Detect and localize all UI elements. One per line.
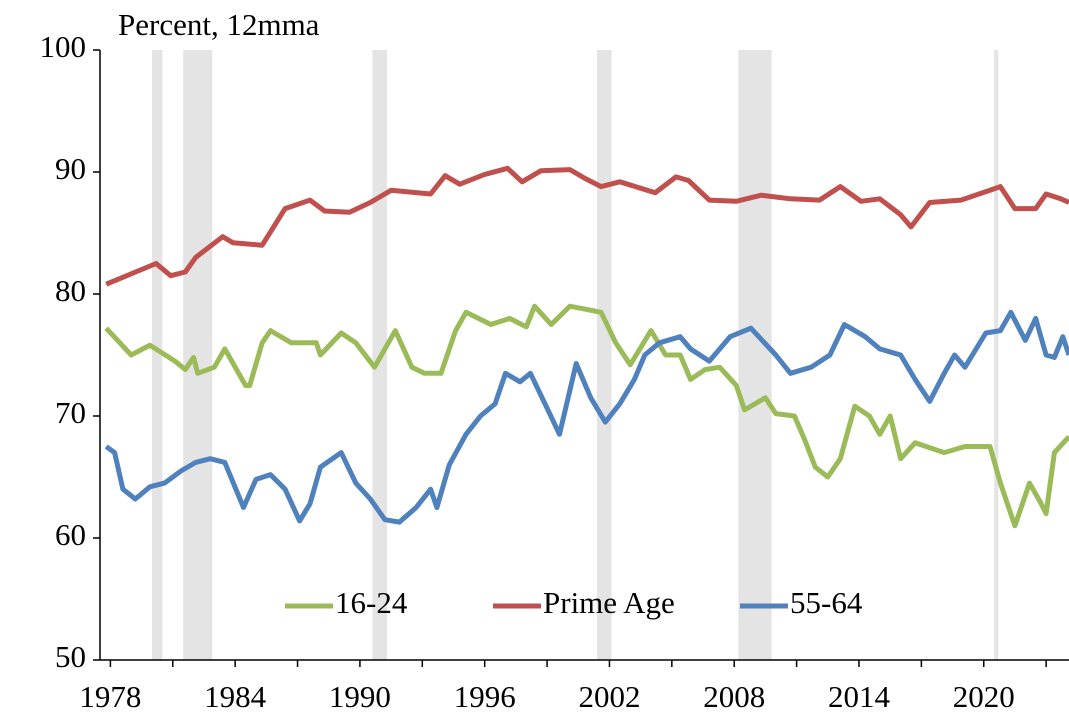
legend-label: Prime Age: [543, 585, 675, 620]
series-line: [104, 303, 1069, 529]
x-tick-label: 1996: [454, 679, 516, 714]
x-tick-label: 1984: [204, 679, 267, 714]
legend-label: 55-64: [790, 585, 863, 620]
recession-band: [183, 50, 213, 660]
x-tick-label: 2014: [828, 679, 891, 714]
y-tick-label: 100: [40, 29, 87, 64]
y-tick-label: 60: [55, 517, 86, 552]
x-tick-label: 2020: [953, 679, 1015, 714]
y-tick-label: 80: [55, 273, 86, 308]
y-tick-label: 90: [55, 151, 86, 186]
legend-label: 16-24: [335, 585, 408, 620]
series-line: [104, 309, 1069, 525]
recession-band: [738, 50, 772, 660]
x-tick-label: 1990: [329, 679, 391, 714]
recession-band: [994, 50, 999, 660]
series-line: [105, 165, 1069, 287]
x-tick-label: 1978: [79, 679, 141, 714]
recession-band: [596, 50, 612, 660]
y-axis-label: Percent, 12mma: [118, 7, 320, 42]
x-tick-label: 2002: [578, 679, 640, 714]
x-tick-label: 2008: [703, 679, 765, 714]
y-tick-label: 70: [55, 395, 86, 430]
y-tick-label: 50: [55, 639, 86, 674]
recession-band: [151, 50, 163, 660]
